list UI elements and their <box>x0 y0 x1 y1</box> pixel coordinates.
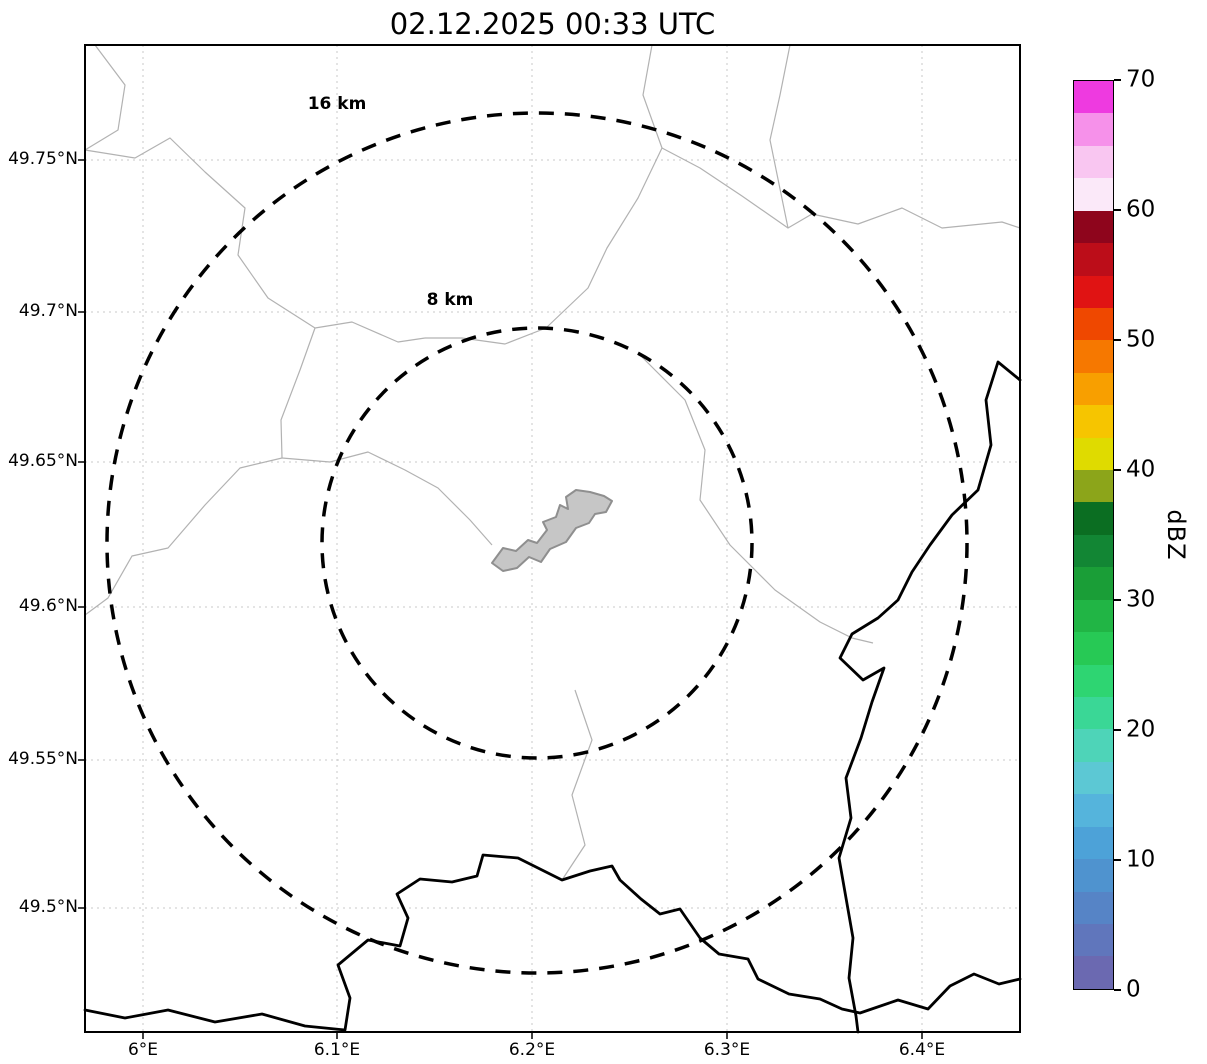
y-tick-label: 49.7°N <box>18 301 78 321</box>
colorbar-segment <box>1074 437 1113 471</box>
y-tick-label: 49.75°N <box>8 149 78 169</box>
range-ring-circle <box>105 111 969 975</box>
colorbar-segment <box>1074 502 1113 535</box>
map-svg <box>78 44 1022 1039</box>
colorbar-segment <box>1074 664 1113 698</box>
range-ring-label: 8 km <box>426 290 474 310</box>
colorbar-segment <box>1074 923 1113 957</box>
colorbar-tick-label: 50 <box>1126 326 1156 353</box>
admin-boundary-line <box>769 44 791 229</box>
colorbar-segment <box>1074 632 1113 665</box>
colorbar-tick-label: 40 <box>1126 456 1156 483</box>
colorbar-tick-label: 10 <box>1126 846 1156 873</box>
colorbar-segment <box>1074 567 1113 600</box>
colorbar-tick-mark <box>1114 209 1121 211</box>
colorbar-tick-mark <box>1114 469 1121 471</box>
colorbar-segment <box>1074 178 1113 211</box>
colorbar-segment <box>1074 405 1113 438</box>
admin-boundary-line <box>639 354 874 644</box>
colorbar-segment <box>1074 372 1113 406</box>
colorbar-segment <box>1074 81 1113 114</box>
colorbar-axis-label: dBZ <box>1162 509 1190 561</box>
colorbar-tick-label: 0 <box>1126 976 1141 1003</box>
admin-boundary-line <box>84 327 316 616</box>
colorbar-segment <box>1074 307 1113 341</box>
y-tick-label: 49.5°N <box>18 897 78 917</box>
colorbar-segment <box>1074 761 1113 795</box>
admin-boundary-line <box>84 137 426 343</box>
colorbar-segment <box>1074 340 1113 373</box>
y-tick-label: 49.65°N <box>8 451 78 471</box>
colorbar-segment <box>1074 243 1113 276</box>
x-tick-label: 6.4°E <box>898 1040 946 1060</box>
range-ring-label: 16 km <box>307 94 367 114</box>
range-ring-circle <box>320 326 754 760</box>
colorbar-segment <box>1074 145 1113 179</box>
x-tick-label: 6°E <box>127 1040 159 1060</box>
colorbar-segment <box>1074 470 1113 503</box>
colorbar-segment <box>1074 697 1113 730</box>
colorbar-segment <box>1074 891 1113 924</box>
admin-boundary-line <box>425 44 663 345</box>
x-tick-label: 6.3°E <box>703 1040 751 1060</box>
admin-boundary-line <box>281 451 493 546</box>
colorbar-segment <box>1074 826 1113 860</box>
colorbar-tick-mark <box>1114 599 1121 601</box>
colorbar-segment <box>1074 113 1113 146</box>
colorbar-segment <box>1074 794 1113 827</box>
admin-boundary-line <box>84 44 126 151</box>
colorbar-tick-label: 70 <box>1126 66 1156 93</box>
x-tick-label: 6.2°E <box>508 1040 556 1060</box>
admin-boundary-line <box>561 689 593 881</box>
x-tick-label: 6.1°E <box>313 1040 361 1060</box>
colorbar-tick-mark <box>1114 989 1121 991</box>
colorbar-tick-label: 60 <box>1126 196 1156 223</box>
map-panel: 8 km 16 km <box>78 44 1022 1039</box>
colorbar <box>1073 80 1114 990</box>
admin-boundary-line <box>661 147 1021 229</box>
city-area-polygon <box>491 489 613 572</box>
colorbar-tick-label: 20 <box>1126 716 1156 743</box>
colorbar-segment <box>1074 729 1113 762</box>
colorbar-segment <box>1074 956 1113 989</box>
colorbar-segment <box>1074 859 1113 892</box>
figure-title: 02.12.2025 00:33 UTC <box>389 7 716 41</box>
y-tick-label: 49.6°N <box>18 596 78 616</box>
colorbar-tick-mark <box>1114 339 1121 341</box>
colorbar-tick-mark <box>1114 79 1121 81</box>
colorbar-segment <box>1074 210 1113 244</box>
country-border-line <box>837 360 1022 1034</box>
colorbar-segment <box>1074 534 1113 568</box>
map-frame <box>84 44 1021 1033</box>
colorbar-tick-mark <box>1114 859 1121 861</box>
country-border-line <box>83 853 1022 1032</box>
colorbar-segment <box>1074 599 1113 633</box>
colorbar-segment <box>1074 275 1113 308</box>
colorbar-tick-label: 30 <box>1126 586 1156 613</box>
colorbar-tick-mark <box>1114 729 1121 731</box>
y-tick-label: 49.55°N <box>8 749 78 769</box>
